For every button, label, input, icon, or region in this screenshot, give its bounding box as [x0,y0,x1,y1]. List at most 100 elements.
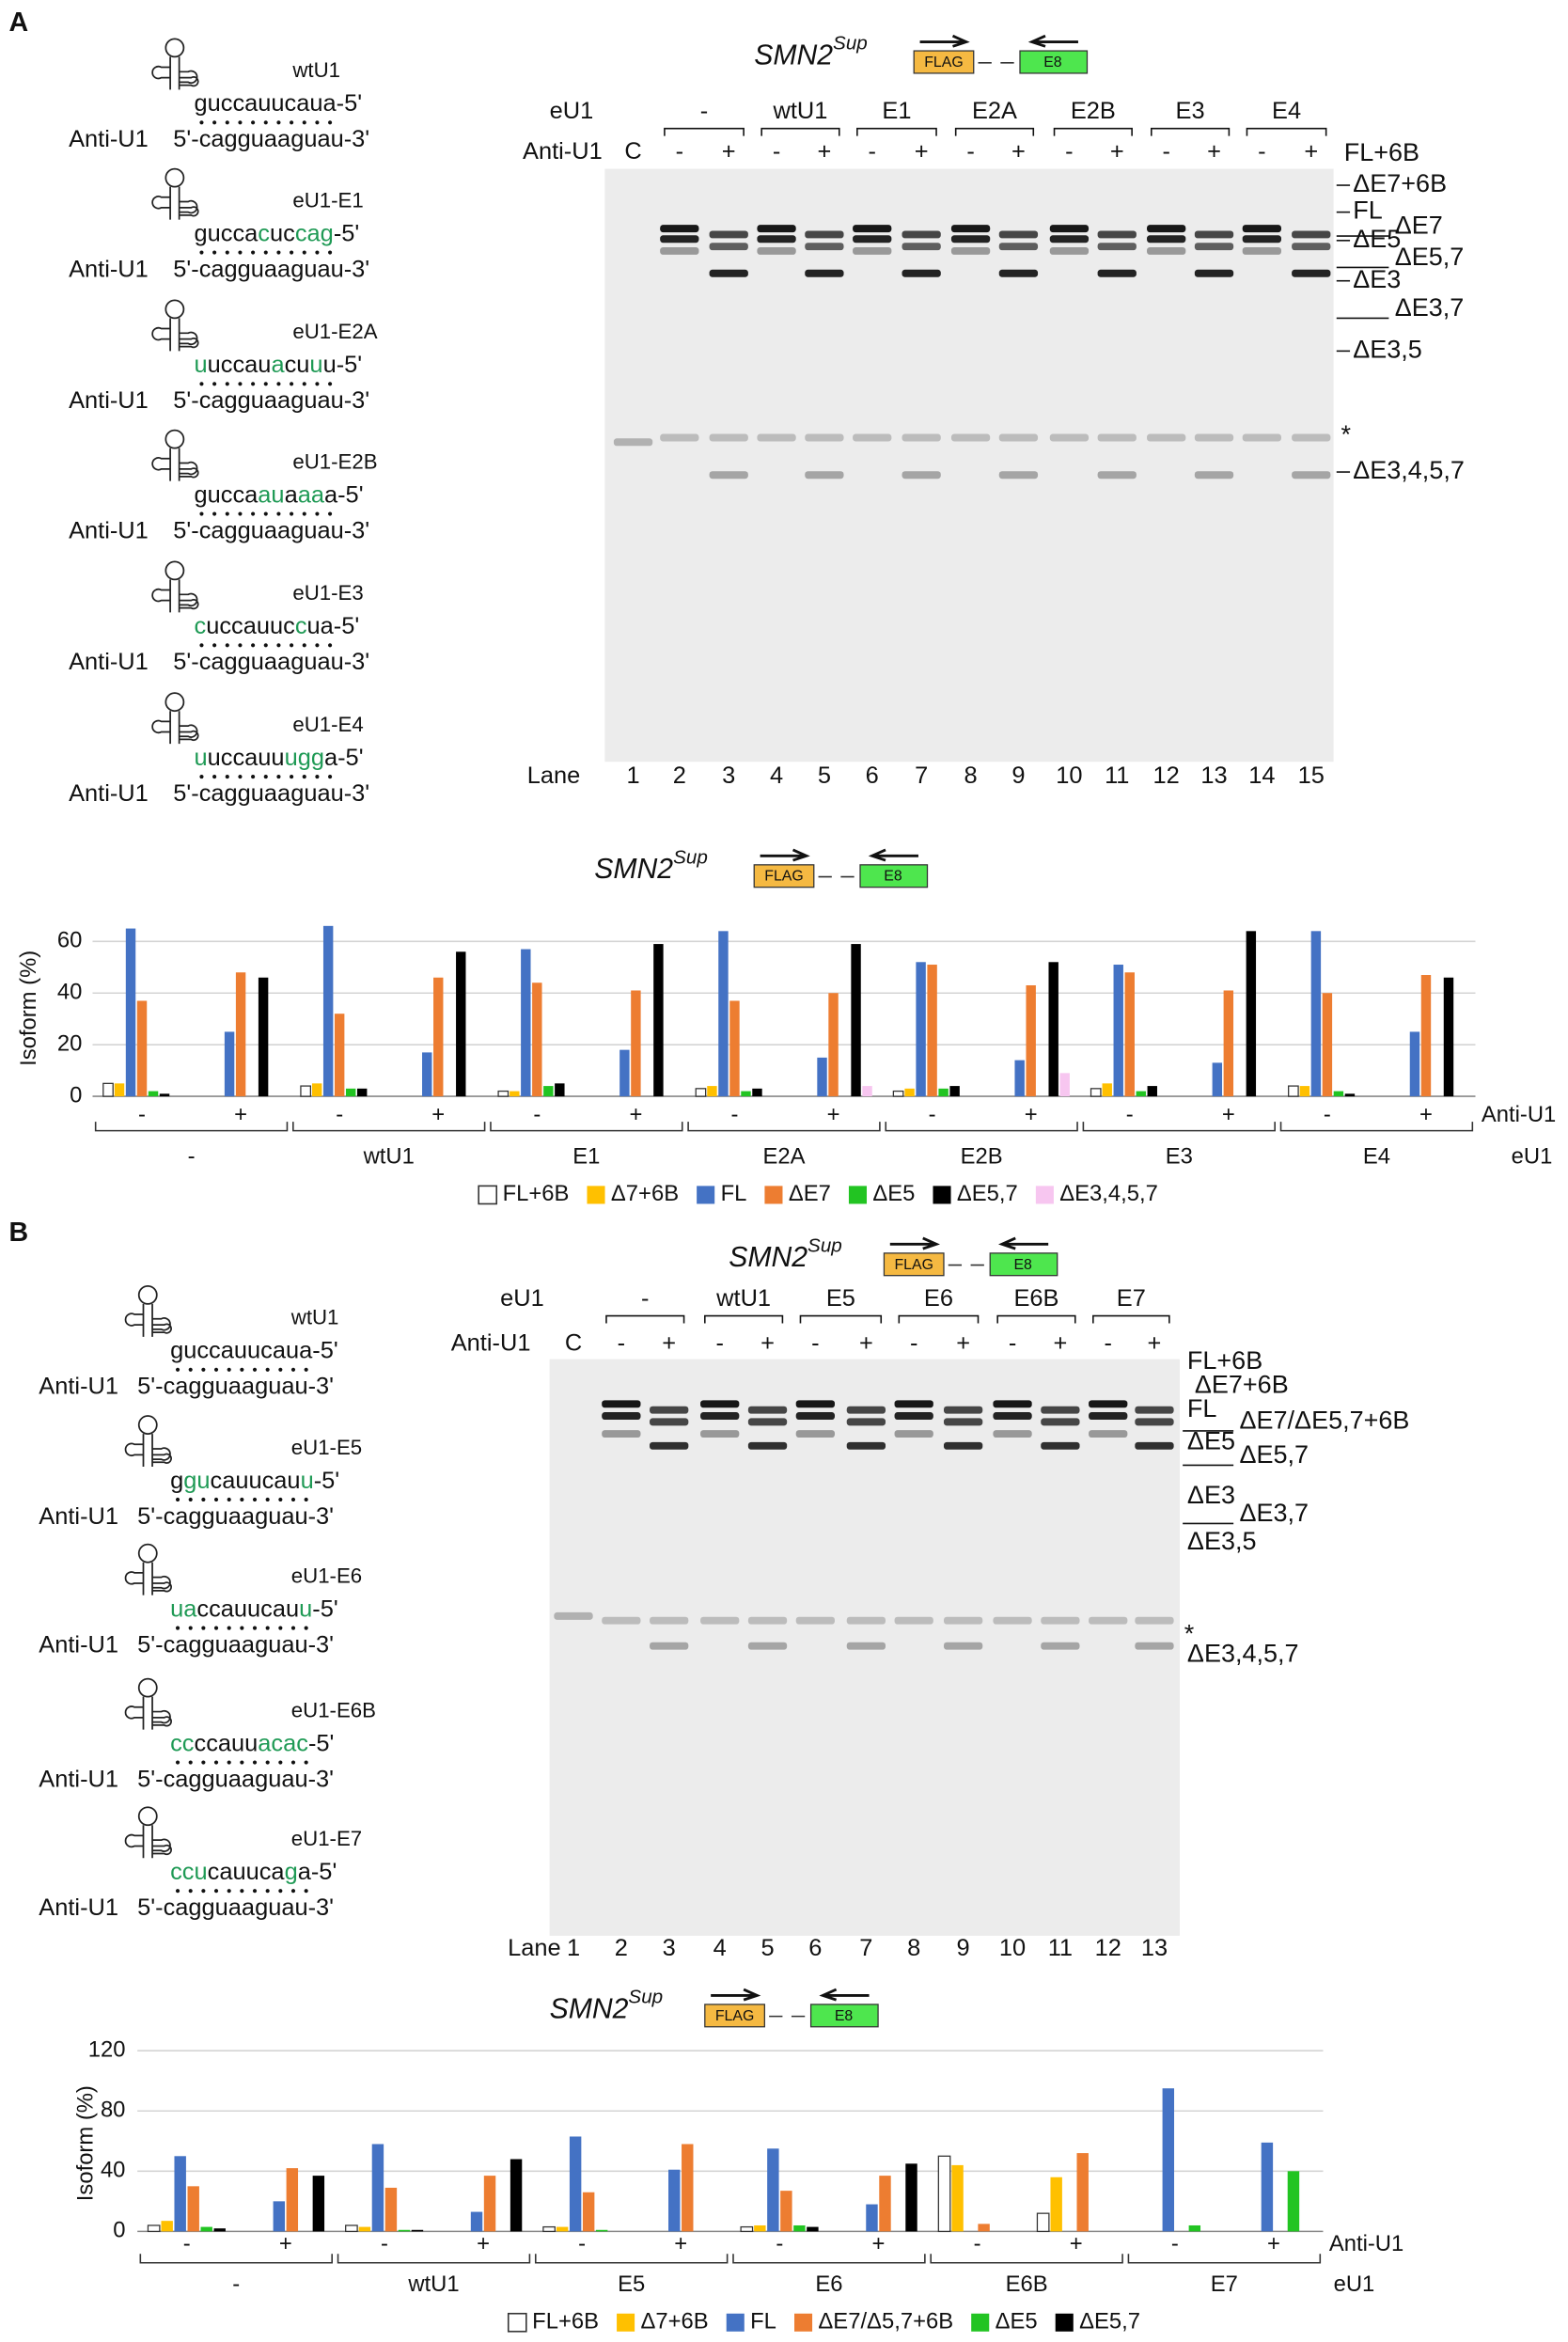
gel-band [650,1406,689,1414]
gel-band [650,1418,689,1426]
target-strand: 5'-cagguaaguau-3' [173,649,369,675]
sequence-part: a-5' [298,1859,337,1885]
gel-band [1135,1642,1174,1650]
gel-band [902,243,941,251]
row-label: Lane [508,1935,561,1961]
bar [949,1086,960,1097]
bar [1113,965,1123,1097]
primer-arrow [760,848,810,862]
bar [470,2211,483,2232]
x-tick-label: + [477,2231,490,2256]
bar [937,2155,951,2233]
base-pair-dot [252,1367,258,1372]
lane-number: 15 [1298,762,1325,789]
bar [542,2225,556,2233]
construct-gene: SMN2 [550,1993,629,2024]
exon-box [859,864,929,888]
x-tick-label: + [1025,1102,1038,1127]
gel-band [846,1616,886,1625]
base-pair-dot [212,382,217,386]
primer-arrow [711,1988,761,2002]
bar [1288,1085,1299,1097]
gel-band [1135,1616,1174,1625]
group-axis-label: eU1 [1512,1143,1553,1169]
bar [433,977,444,1097]
sequence-part: gu [183,1468,210,1494]
u1-name: eU1-E7 [291,1827,362,1850]
bar [556,2226,569,2232]
base-pair-dot [315,511,320,516]
bar [978,2224,990,2232]
group-bracket [534,2254,729,2264]
sequence-part: u [299,1595,312,1622]
u1-sequence: guccauucaua-5' [170,1337,338,1363]
treatment-label: - [1104,1329,1111,1356]
base-pair-dot [265,1367,270,1372]
base-pair-dot [175,1760,180,1765]
base-pair-dot [252,1889,258,1894]
base-pair-dot [302,120,306,125]
bar [1162,2088,1175,2232]
bar [345,2224,358,2233]
u1-name: eU1-E2A [292,320,377,343]
base-pair-dot [290,1760,296,1765]
gel-band [1292,471,1331,479]
lane-number: 4 [713,1935,727,1961]
bar [159,1093,170,1097]
u1-icon-loop [165,299,185,320]
treatment-label: + [1011,138,1026,165]
x-tick-label: - [381,2231,388,2256]
x-tick-label: + [279,2231,292,2256]
group-label: - [641,1285,649,1312]
group-bracket [490,1122,683,1132]
gel-band [1194,243,1234,251]
group-label: E2B [1071,98,1116,124]
exon-label: E8 [835,2008,854,2024]
base-pair-dot [265,1626,270,1630]
legend-swatch [1055,2313,1074,2332]
gel-band [894,1400,933,1408]
bar [510,2159,523,2232]
x-axis-label: Anti-U1 [1482,1102,1556,1127]
bar [718,931,729,1097]
treatment-label: + [662,1329,676,1356]
target-strand: 5'-cagguaaguau-3' [137,1503,334,1530]
construct-superscript: Sup [808,1235,842,1257]
gel-band [993,1430,1032,1438]
primer-box [883,1252,945,1277]
bar [1090,1088,1102,1097]
bar [1188,2224,1201,2232]
primer-label: FLAG [764,869,803,885]
legend-swatch [507,2312,527,2333]
group-bracket [139,2254,333,2264]
group-bracket [856,127,937,136]
base-pair-dot [315,775,320,779]
lane-number: 5 [760,1935,774,1961]
base-pair-dot [304,1889,308,1894]
base-pair-dot [290,382,294,386]
gel-band [950,235,991,244]
legend-label: FL [721,1181,747,1206]
sequence-part: cauucau [211,1468,301,1494]
gel-band [1242,433,1281,442]
bar [345,1088,356,1097]
base-pair-dot [315,643,320,648]
gel-band [1089,1412,1128,1420]
bar [1050,2177,1062,2232]
control-label: C [624,138,641,165]
sequence-part: cag [295,220,334,246]
bar [904,1088,915,1097]
base-pair-dot [302,382,306,386]
bar [740,2225,754,2233]
treatment-label: + [1304,138,1318,165]
gel-band [805,471,844,479]
gel-band [795,1430,836,1438]
gel-band [554,1611,593,1620]
bar [398,2229,411,2232]
base-pair-dot [251,511,256,516]
u1-icon-loop [137,1543,158,1564]
lane-number: 8 [964,762,978,789]
strand-label: Anti-U1 [69,517,149,543]
gel-band [846,1418,886,1426]
treatment-label: - [773,138,780,165]
